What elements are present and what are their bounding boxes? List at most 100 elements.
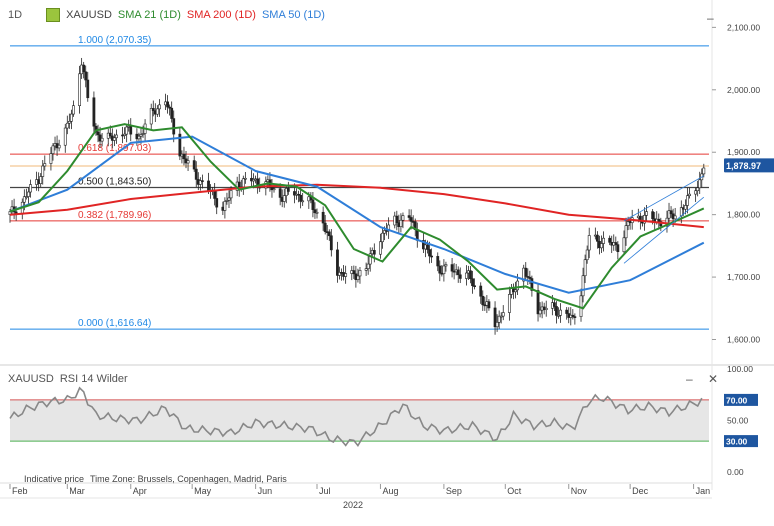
month-label: Mar <box>69 486 85 496</box>
candle-body <box>241 178 245 188</box>
candle-body <box>194 168 198 180</box>
candle-body <box>698 179 702 189</box>
candle-body <box>497 315 501 323</box>
candle-body <box>352 270 356 275</box>
candle-body <box>544 307 548 311</box>
candle-body <box>442 265 446 275</box>
rsi-indicator-label[interactable]: RSI 14 Wilder <box>59 373 128 385</box>
month-label: Apr <box>133 486 147 496</box>
month-label: May <box>194 486 212 496</box>
candle-body <box>399 219 403 227</box>
candle-body <box>651 211 655 220</box>
candle-body <box>565 309 569 314</box>
candle-body <box>555 306 558 316</box>
main-minimize-icon[interactable]: – <box>707 11 714 25</box>
candle-body <box>481 295 485 306</box>
month-label: Jun <box>258 486 273 496</box>
candle-body <box>57 144 61 149</box>
candle-body <box>530 278 534 291</box>
candle-body <box>528 276 532 279</box>
candle-body <box>688 193 691 196</box>
candle-body <box>321 211 325 224</box>
candle-body <box>456 269 460 276</box>
candle-body <box>524 267 528 277</box>
candle-body <box>100 137 104 142</box>
candle-body <box>643 215 646 224</box>
month-label: Feb <box>12 486 28 496</box>
symbol-label[interactable]: XAUUSD <box>66 9 112 21</box>
sma200-legend[interactable]: SMA 200 (1D) <box>186 9 256 21</box>
candle-body <box>444 264 448 267</box>
price-ytick-label: 2,100.00 <box>727 22 760 32</box>
candle-body <box>227 197 231 201</box>
candle-body <box>626 221 630 226</box>
candle-body <box>600 243 603 249</box>
candle-body <box>96 131 100 136</box>
candle-body <box>595 234 599 242</box>
candle-body <box>683 205 687 210</box>
candle-body <box>356 275 360 280</box>
candle-body <box>192 160 196 170</box>
sma50-legend[interactable]: SMA 50 (1D) <box>261 9 325 21</box>
candle-body <box>207 180 210 191</box>
last-price-badge <box>724 158 774 173</box>
rsi-band-badge <box>724 435 758 448</box>
candle-body <box>158 104 161 110</box>
candle-body <box>72 105 75 115</box>
rsi-minimize-icon[interactable]: – <box>686 372 693 386</box>
candle-body <box>495 321 499 328</box>
candle-body <box>694 190 698 195</box>
month-label: Jul <box>319 486 331 496</box>
candle-body <box>125 126 129 135</box>
candle-body <box>538 309 542 315</box>
candle-body <box>182 153 186 160</box>
candle-body <box>225 200 229 202</box>
rsi-close-icon[interactable]: ✕ <box>708 372 719 386</box>
candle-body <box>223 201 227 211</box>
candle-body <box>336 249 339 276</box>
candle-body <box>450 264 454 272</box>
candle-body <box>67 120 71 124</box>
rsi-ytick-label: 100.00 <box>727 364 753 374</box>
candle-body <box>172 118 176 135</box>
candle-body <box>409 217 413 222</box>
timezone-note: Time Zone: Brussels, Copenhagen, Madrid,… <box>90 474 287 484</box>
price-ytick-label: 1,600.00 <box>727 335 760 345</box>
candle-body <box>39 176 43 184</box>
candle-body <box>311 199 315 210</box>
candle-body <box>364 268 368 271</box>
candle-body <box>198 180 202 185</box>
candle-body <box>78 73 81 106</box>
fib-label: 1.000 (2,070.35) <box>78 35 151 46</box>
price-ytick-label: 1,800.00 <box>727 210 760 220</box>
candle-body <box>372 250 376 255</box>
candle-body <box>327 231 331 237</box>
candle-body <box>614 242 618 245</box>
candle-body <box>22 196 26 203</box>
candle-body <box>516 280 519 291</box>
candle-body <box>329 235 333 251</box>
sma21-legend[interactable]: SMA 21 (1D) <box>117 9 181 21</box>
candle-body <box>24 196 28 198</box>
candle-body <box>141 133 145 135</box>
candle-body <box>82 64 86 73</box>
candle-body <box>669 210 673 215</box>
price-ytick-label: 1,700.00 <box>727 272 760 282</box>
candle-body <box>92 97 96 127</box>
candle-body <box>149 108 153 125</box>
candle-body <box>616 244 620 253</box>
candle-body <box>301 200 305 203</box>
timeframe-label[interactable]: 1D <box>8 9 23 21</box>
fib-label: 0.618 (1,897.03) <box>78 143 151 154</box>
candle-body <box>151 108 155 111</box>
candle-body <box>86 79 90 99</box>
candle-body <box>624 225 628 239</box>
candle-body <box>557 314 560 317</box>
candle-body <box>383 230 386 234</box>
candle-body <box>186 160 190 164</box>
candle-body <box>465 272 468 279</box>
fib-label: 0.000 (1,616.64) <box>78 318 151 329</box>
candle-body <box>139 134 143 137</box>
